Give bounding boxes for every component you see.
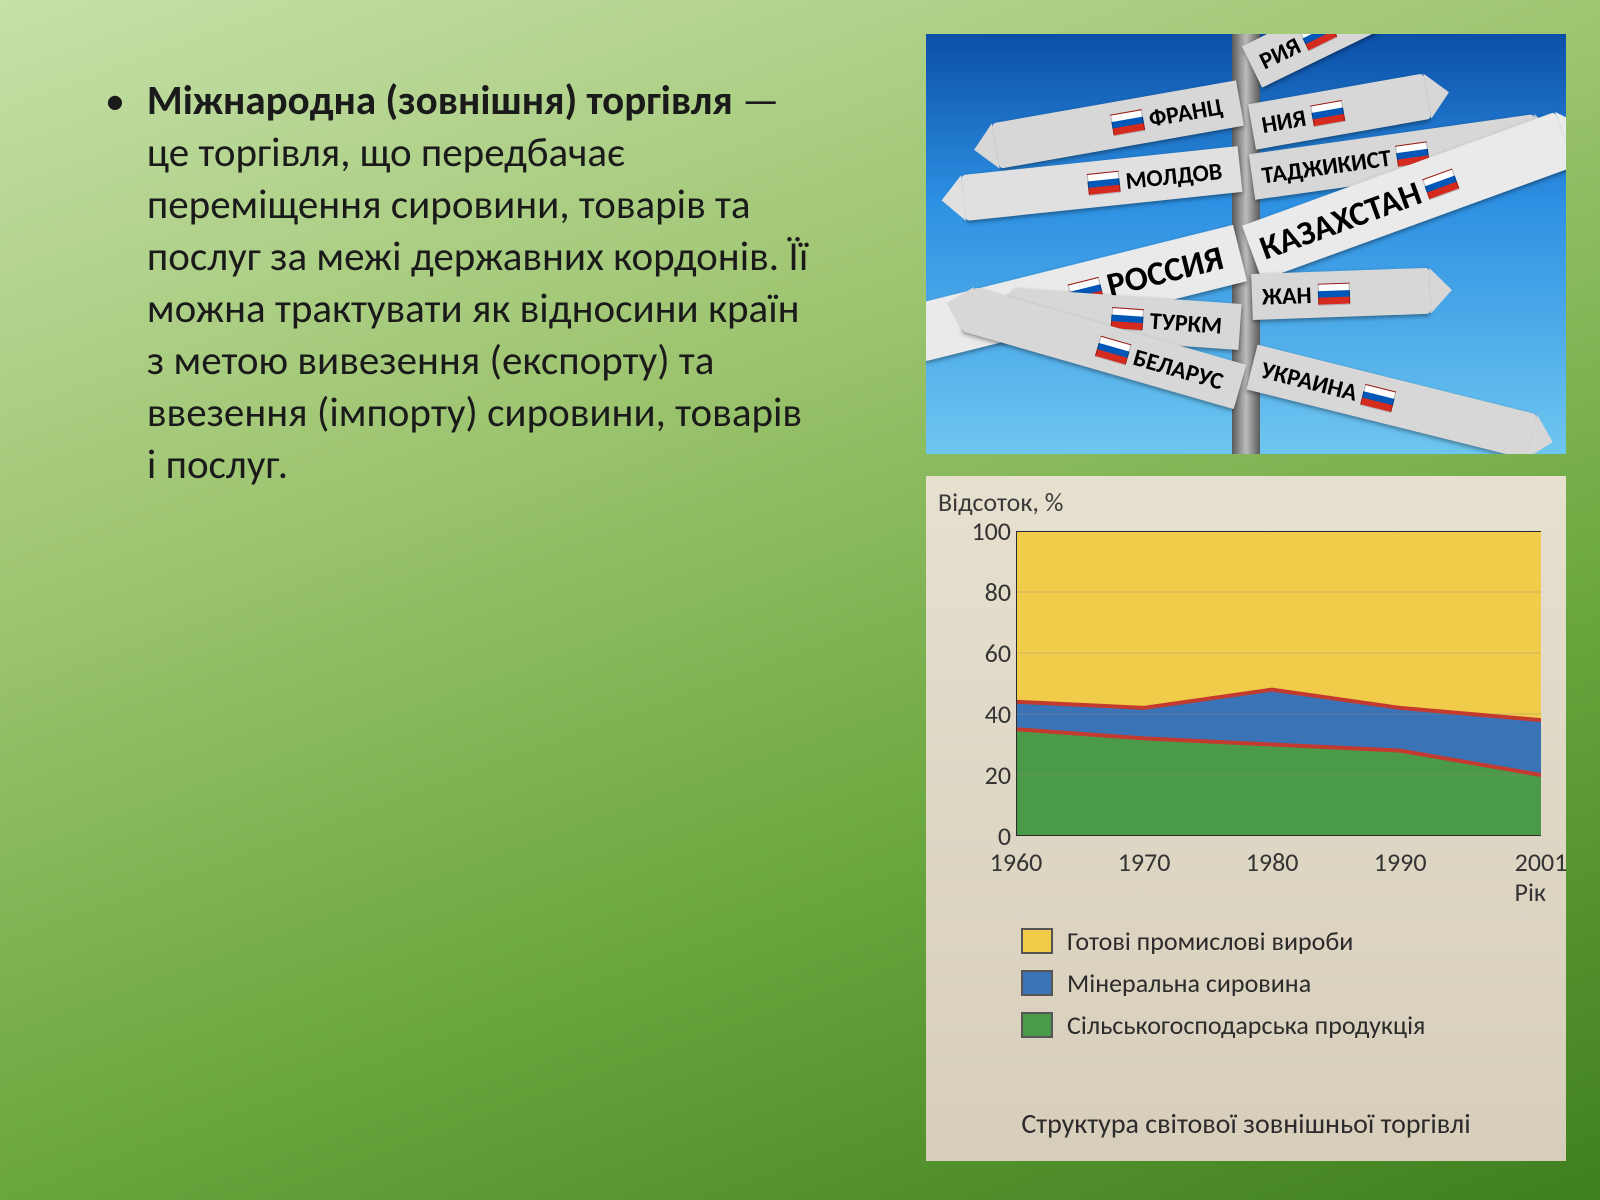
flag-icon xyxy=(1299,34,1337,51)
bullet-item: • Міжнародна (зовнішня) торгівля —це тор… xyxy=(115,75,815,491)
flag-icon xyxy=(1317,283,1350,306)
chart-svg xyxy=(1016,531,1541,836)
legend-item: Сільськогосподарська продукція xyxy=(1021,1005,1425,1045)
bullet-dot: • xyxy=(105,75,125,127)
chart-xlabel: Рік xyxy=(1515,876,1546,908)
chart-ytick: 80 xyxy=(966,576,1011,608)
signpost-sign-label: ЖАН xyxy=(1261,280,1312,311)
legend-swatch xyxy=(1021,970,1053,996)
flag-icon xyxy=(1360,384,1396,413)
flag-icon xyxy=(1094,336,1131,366)
flag-icon xyxy=(1087,171,1121,196)
legend-label: Готові промислові вироби xyxy=(1067,921,1353,961)
chart-xtick: 1980 xyxy=(1246,846,1299,878)
chart-ylabel: Відсоток, % xyxy=(938,486,1063,518)
legend-item: Мінеральна сировина xyxy=(1021,963,1425,1003)
signpost-sign-label: УКРАИНА xyxy=(1258,355,1360,407)
signpost-sign-label: РИЯ xyxy=(1255,34,1306,76)
signpost-sign: ЖАН xyxy=(1251,268,1430,320)
slide: • Міжнародна (зовнішня) торгівля —це тор… xyxy=(0,0,1600,1200)
signpost-sign: УКРАИНА xyxy=(1246,345,1537,454)
text-column: • Міжнародна (зовнішня) торгівля —це тор… xyxy=(115,75,815,491)
chart-ytick: 60 xyxy=(966,637,1011,669)
chart-plot xyxy=(1016,531,1541,836)
chart-legend: Готові промислові виробиМінеральна сиров… xyxy=(1021,921,1425,1047)
signpost-sign-label: ФРАНЦ xyxy=(1147,92,1225,133)
signpost-sign-label: НИЯ xyxy=(1259,103,1308,139)
body-text-rest: —це торгівля, що передбачає переміщення … xyxy=(147,76,808,490)
signpost-sign-label: БЕЛАРУС xyxy=(1130,343,1227,396)
flag-icon xyxy=(1422,169,1460,201)
legend-label: Сільськогосподарська продукція xyxy=(1067,1005,1425,1045)
flag-icon xyxy=(1310,100,1345,127)
legend-label: Мінеральна сировина xyxy=(1067,963,1311,1003)
legend-item: Готові промислові вироби xyxy=(1021,921,1425,961)
chart-ytick: 100 xyxy=(966,515,1011,547)
flag-icon xyxy=(1110,109,1145,136)
chart-panel: Відсоток, % 020406080100 196019701980199… xyxy=(926,476,1566,1161)
chart-ytick: 40 xyxy=(966,698,1011,730)
signpost-image: ФРАНЦМОЛДОВРОССИЯТУРКМБЕЛАРУСРИЯНИЯТАДЖИ… xyxy=(926,34,1566,454)
chart-xtick: 1990 xyxy=(1374,846,1427,878)
body-text-bold: Міжнародна (зовнішня) торгівля xyxy=(147,76,742,126)
chart-xtick: 1960 xyxy=(990,846,1043,878)
body-text: Міжнародна (зовнішня) торгівля —це торгі… xyxy=(147,75,815,491)
legend-swatch xyxy=(1021,1012,1053,1038)
chart-ytick: 20 xyxy=(966,759,1011,791)
chart-caption: Структура світової зовнішньої торгівлі xyxy=(926,1107,1566,1141)
signpost-sign-label: МОЛДОВ xyxy=(1124,156,1224,195)
legend-swatch xyxy=(1021,928,1053,954)
chart-xtick: 2001 xyxy=(1515,846,1568,878)
signpost-sign-label: ТУРКМ xyxy=(1149,306,1223,340)
chart-xtick: 1970 xyxy=(1118,846,1171,878)
